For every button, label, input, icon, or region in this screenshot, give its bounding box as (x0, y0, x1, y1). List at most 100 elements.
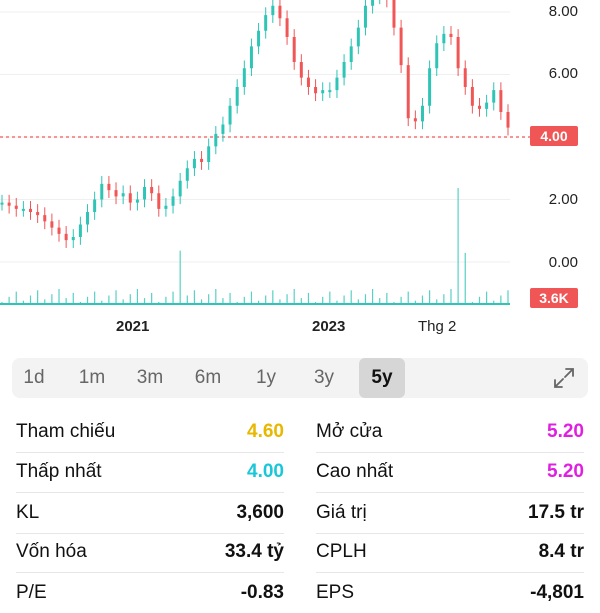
candle-body (7, 202, 11, 206)
candle-body (499, 90, 503, 112)
volume-bar (250, 291, 253, 304)
candle-body (285, 18, 289, 37)
range-tab-3m[interactable]: 3m (136, 367, 164, 388)
volume-bar (486, 291, 488, 304)
candle-body (428, 68, 432, 106)
volume-bar (193, 290, 196, 304)
volume-bar (179, 250, 181, 304)
candle-body (278, 5, 282, 19)
y-tick-label: 2.00 (548, 191, 578, 208)
candle-body (342, 62, 346, 78)
volume-bar (51, 294, 53, 304)
stat-pe-ratio: P/E -0.83 (16, 573, 284, 613)
volume-bar (79, 302, 81, 304)
volume-bar (129, 294, 131, 304)
candlestick-plot[interactable] (0, 0, 600, 345)
candle-body (207, 146, 211, 162)
volume-bar (457, 188, 459, 304)
stat-label: Thấp nhất (16, 461, 102, 482)
candle-body (86, 212, 90, 225)
volume-bar (393, 302, 395, 304)
candle-body (470, 87, 474, 106)
stat-label: Tham chiếu (16, 421, 116, 442)
x-tick-label: 2021 (116, 318, 150, 335)
range-tab-1d[interactable]: 1d (23, 367, 45, 388)
stat-label: CPLH (316, 541, 367, 562)
candle-body (21, 208, 25, 211)
stat-label: EPS (316, 582, 355, 603)
candle-body (321, 90, 325, 94)
candle-body (292, 37, 296, 62)
volume-bar (493, 300, 495, 304)
candle-body (235, 87, 239, 106)
divider (16, 452, 284, 453)
volume-bar (136, 289, 139, 304)
y-tick-label: 6.00 (548, 65, 578, 82)
volume-bar (350, 290, 352, 304)
time-range-selector: 1d 1m 3m 6m 1y 3y 5y (12, 358, 588, 398)
volume-bar (29, 295, 32, 304)
candle-body (371, 0, 375, 6)
volume-bar (94, 291, 96, 304)
candle-body (50, 221, 54, 228)
volume-bar (314, 302, 317, 304)
stat-value: 4.00 (247, 461, 284, 482)
divider (316, 492, 584, 493)
candle-body (200, 158, 204, 162)
range-tab-1y[interactable]: 1y (255, 367, 277, 388)
candle-body (506, 112, 510, 128)
range-tab-5y[interactable]: 5y (359, 358, 405, 398)
volume-bar (86, 296, 89, 304)
volume-bar (72, 292, 74, 304)
volume-badge: 3.6K (530, 288, 578, 308)
volume-bar (443, 294, 445, 304)
stat-trade-value: Giá trị 17.5 tr (316, 493, 584, 533)
volume-bar (343, 295, 345, 304)
candle-body (29, 208, 33, 212)
candle-body (36, 212, 40, 216)
candle-body (456, 37, 460, 69)
volume-bar (22, 300, 24, 304)
candle-body (71, 237, 75, 241)
volume-bar (208, 294, 210, 304)
candle-body (242, 68, 246, 87)
candle-body (100, 183, 104, 200)
range-tab-6m[interactable]: 6m (194, 367, 222, 388)
divider (316, 572, 584, 573)
candle-body (157, 193, 161, 209)
candle-body (121, 193, 125, 197)
volume-bar (186, 295, 188, 304)
volume-bar (229, 292, 231, 304)
stat-label: Giá trị (316, 502, 367, 523)
candle-body (221, 124, 225, 134)
expand-icon[interactable] (552, 366, 576, 390)
candle-body (356, 27, 360, 47)
range-tab-3y[interactable]: 3y (313, 367, 335, 388)
volume-bar (379, 298, 381, 304)
stat-eps: EPS -4,801 (316, 573, 584, 613)
price-chart[interactable]: 8.00 6.00 4.00 2.00 0.00 3.6K 2021 2023 … (0, 0, 600, 345)
x-tick-label: Thg 2 (418, 318, 457, 335)
volume-bar (307, 292, 310, 304)
candle-body (150, 187, 154, 194)
divider (316, 533, 584, 534)
stat-volume: KL 3,600 (16, 493, 284, 533)
volume-bar (44, 299, 46, 304)
volume-bar (364, 294, 367, 304)
divider (16, 533, 284, 534)
stat-value: 17.5 tr (528, 502, 584, 523)
volume-bar (286, 294, 288, 304)
volume-bar (8, 296, 10, 304)
candle-body (0, 202, 4, 205)
volume-bar (115, 290, 117, 304)
volume-bar (336, 300, 338, 304)
candle-body (485, 102, 489, 109)
candle-body (171, 196, 175, 206)
stat-label: Cao nhất (316, 461, 394, 482)
volume-bar (257, 300, 260, 304)
range-tab-1m[interactable]: 1m (78, 367, 106, 388)
y-tick-label: 8.00 (548, 3, 578, 20)
candle-body (257, 30, 261, 47)
y-tick-label: 0.00 (548, 254, 578, 271)
volume-bar (222, 298, 224, 304)
